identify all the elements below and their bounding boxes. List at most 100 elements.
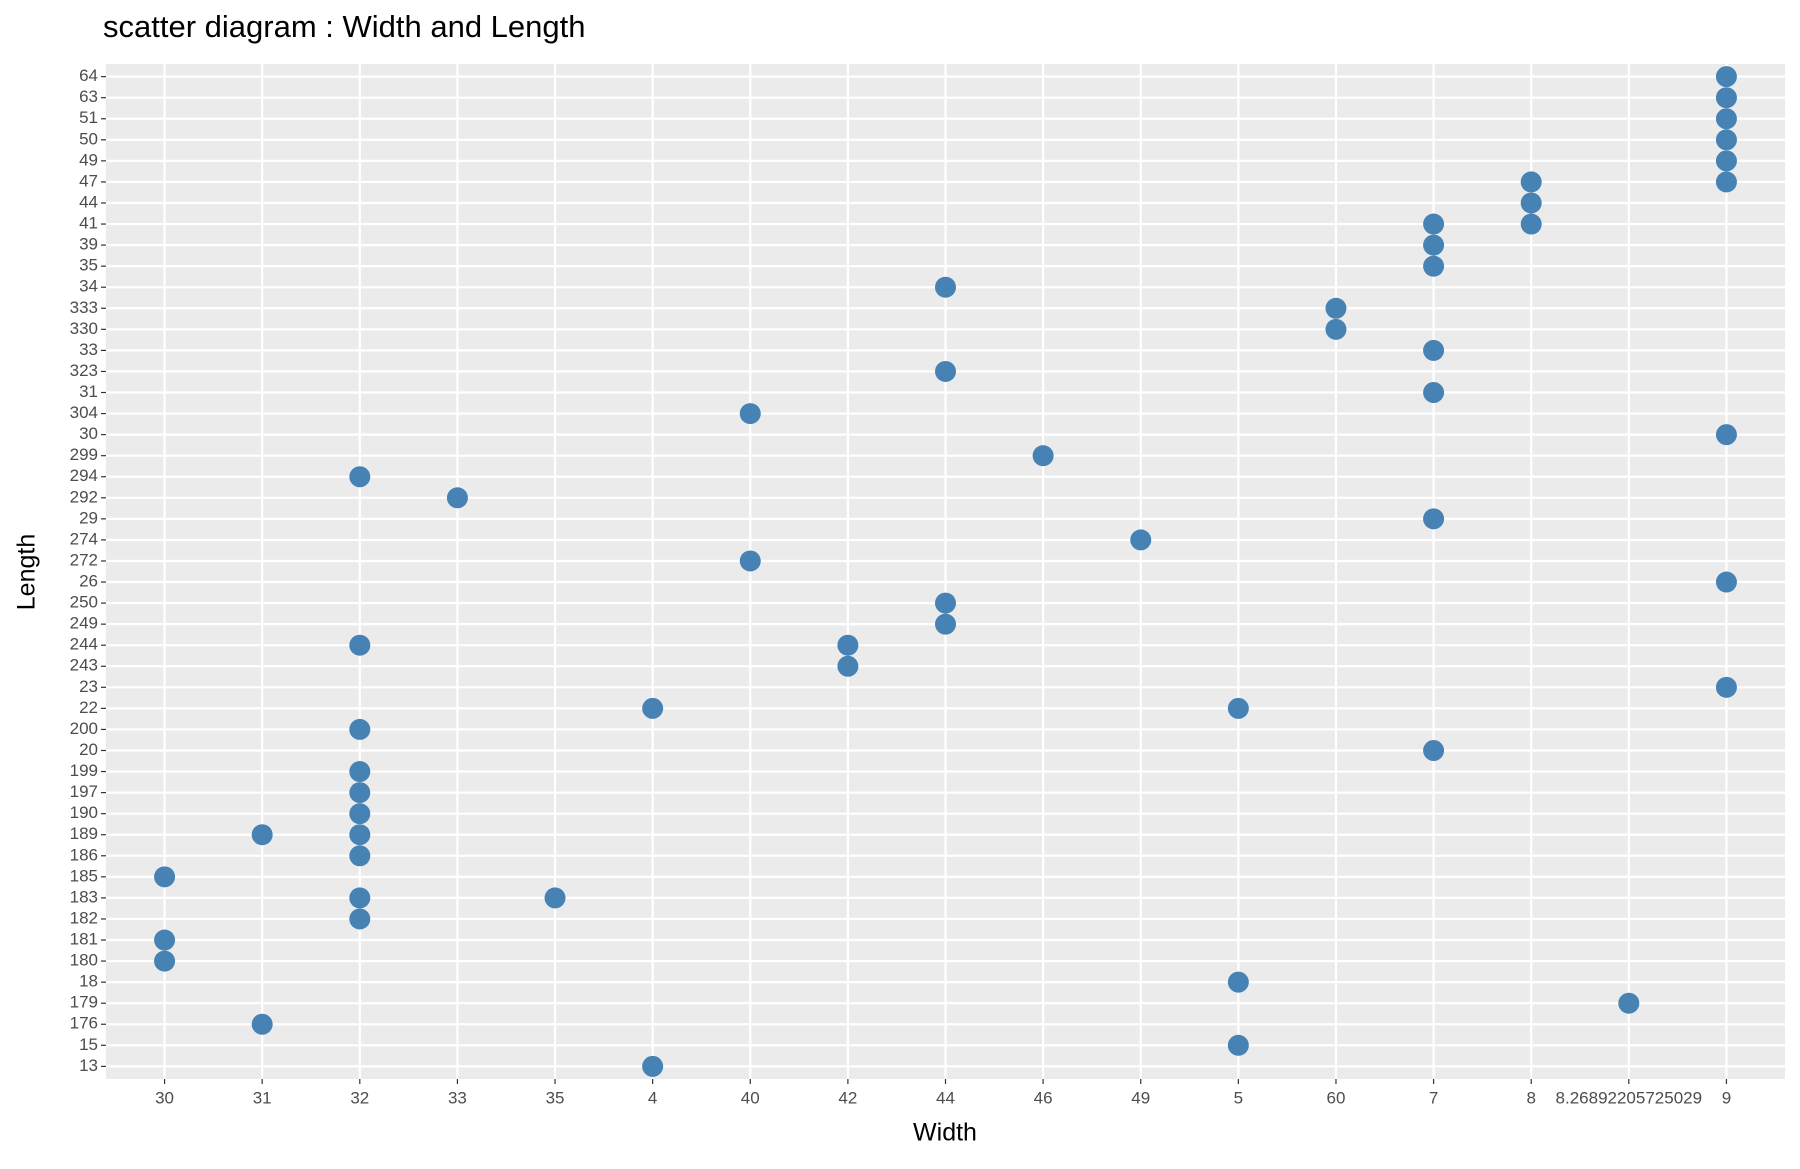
point [349,824,371,846]
y-tick-label: 250 [70,593,98,612]
point [1715,150,1737,172]
point [251,824,273,846]
chart-title: scatter diagram : Width and Length [103,9,585,44]
point [1423,213,1445,235]
point [1423,339,1445,361]
x-tick-label: 40 [741,1088,760,1107]
y-tick-label: 243 [70,656,98,675]
point [1618,992,1640,1014]
y-tick-label: 22 [79,698,98,717]
point [446,487,468,509]
x-tick-label: 5 [1234,1088,1243,1107]
point [154,866,176,888]
x-tick-label: 44 [936,1088,955,1107]
x-tick-label: 49 [1131,1088,1150,1107]
x-tick-label: 8.26892205725029 [1556,1088,1703,1107]
y-tick-label: 197 [70,782,98,801]
point [935,276,956,298]
point [935,613,956,635]
y-tick-label: 199 [70,761,98,780]
y-tick-label: 183 [70,887,98,906]
point [1032,445,1054,467]
point [1325,297,1347,319]
y-tick-label: 47 [79,171,98,190]
x-tick-label: 32 [350,1088,369,1107]
point [349,908,371,930]
point [349,845,371,867]
x-tick-label: 33 [448,1088,467,1107]
point [1715,571,1737,593]
point [1423,739,1445,761]
y-tick-label: 333 [70,298,98,317]
point [349,634,371,656]
y-tick-label: 185 [70,866,98,885]
y-tick-label: 330 [70,319,98,338]
point [935,360,956,382]
y-tick-label: 29 [79,508,98,527]
y-tick-label: 34 [79,277,98,296]
point [154,950,176,972]
point [837,634,859,656]
point [1227,971,1249,993]
y-tick-label: 26 [79,572,98,591]
y-tick-label: 179 [70,993,98,1012]
point [1227,1034,1249,1056]
y-tick-label: 64 [79,66,98,85]
y-tick-label: 186 [70,845,98,864]
y-tick-label: 18 [79,972,98,991]
point [935,592,956,614]
point [837,655,859,677]
point [544,887,566,909]
x-tick-label: 7 [1429,1088,1438,1107]
point [1325,318,1347,340]
point [1423,255,1445,277]
point [642,1055,664,1077]
point [349,466,371,488]
point [349,803,371,825]
y-tick-label: 44 [79,192,98,211]
x-tick-label: 30 [155,1088,174,1107]
y-tick-label: 15 [79,1035,98,1054]
point [349,887,371,909]
point [1130,529,1152,551]
y-tick-label: 323 [70,361,98,380]
x-tick-label: 60 [1327,1088,1346,1107]
point [1715,87,1737,109]
point [1227,697,1249,719]
y-tick-label: 299 [70,445,98,464]
y-tick-label: 50 [79,129,98,148]
point [1715,171,1737,193]
y-tick-label: 182 [70,908,98,927]
y-tick-label: 189 [70,824,98,843]
y-tick-label: 31 [79,382,98,401]
y-tick-label: 39 [79,235,98,254]
y-tick-label: 176 [70,1014,98,1033]
point [642,697,664,719]
x-axis-title: Width [913,1119,977,1147]
x-tick-label: 4 [648,1088,657,1107]
point [1715,129,1737,151]
point [349,761,371,783]
y-tick-label: 272 [70,550,98,569]
x-tick-label: 8 [1526,1088,1535,1107]
point [1715,676,1737,698]
point [349,782,371,804]
y-tick-label: 180 [70,951,98,970]
y-tick-label: 41 [79,214,98,233]
point [1715,66,1737,88]
x-tick-label: 42 [838,1088,857,1107]
point [1423,234,1445,256]
point [739,403,761,425]
y-tick-label: 200 [70,719,98,738]
y-tick-label: 33 [79,340,98,359]
y-axis-title: Length [13,534,41,610]
y-tick-label: 20 [79,740,98,759]
y-tick-label: 30 [79,424,98,443]
y-tick-label: 244 [70,635,98,654]
point [1715,424,1737,446]
y-tick-label: 274 [70,529,98,548]
y-tick-label: 304 [70,403,98,422]
y-tick-label: 35 [79,256,98,275]
point [739,550,761,572]
